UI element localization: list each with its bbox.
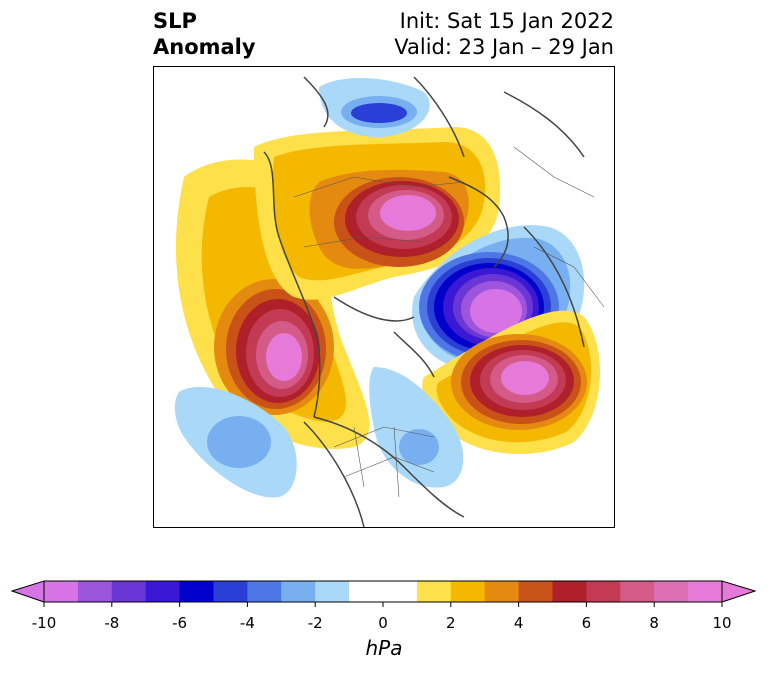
colorbar-segment xyxy=(145,581,181,602)
colorbar-segment xyxy=(552,581,587,602)
map-svg xyxy=(174,76,605,527)
colorbar-units: hPa xyxy=(365,636,403,660)
colorbar-segment xyxy=(383,581,418,602)
coastlines xyxy=(263,76,585,527)
colorbar-segment xyxy=(213,581,248,602)
map-title: SLP Anomaly xyxy=(153,8,256,60)
anomaly-arctic-low xyxy=(319,77,430,138)
colorbar-max-arrow xyxy=(721,580,757,603)
colorbar-tick-label: -4 xyxy=(239,614,255,632)
title-slp: SLP xyxy=(153,9,197,33)
colorbar-tick-label: 2 xyxy=(446,614,456,632)
anomaly-pacific-low xyxy=(174,386,297,498)
valid-range: Valid: 23 Jan – 29 Jan xyxy=(394,35,614,59)
map-subtitle: Init: Sat 15 Jan 2022 Valid: 23 Jan – 29… xyxy=(394,8,614,60)
colorbar-segment xyxy=(349,581,384,602)
colorbar-segment xyxy=(586,581,621,602)
colorbar-segment xyxy=(111,581,147,602)
colorbar-min-arrow xyxy=(10,580,45,603)
colorbar-ticks xyxy=(43,602,723,607)
colorbar-tick-label: -2 xyxy=(307,614,323,632)
colorbar-segment xyxy=(247,581,282,602)
colorbar-segment xyxy=(77,581,113,602)
colorbar-segment xyxy=(315,581,350,602)
colorbar-segment xyxy=(450,581,486,602)
political-borders xyxy=(293,146,605,498)
colorbar-segment xyxy=(179,581,214,602)
colorbar-tick-label: -6 xyxy=(172,614,188,632)
colorbar-segment xyxy=(416,581,452,602)
colorbar-segment xyxy=(654,581,689,602)
anomaly-map[interactable] xyxy=(153,66,615,528)
colorbar-tick-label: -8 xyxy=(104,614,120,632)
colorbar-tick-label: 10 xyxy=(712,614,732,632)
colorbar-tick-label: 8 xyxy=(649,614,659,632)
colorbar-segment xyxy=(688,581,723,602)
anomaly-siberia-high xyxy=(254,127,501,300)
colorbar-segment xyxy=(518,581,553,602)
colorbar-segments xyxy=(44,581,723,602)
colorbar-segment xyxy=(281,581,316,602)
colorbar xyxy=(10,580,757,607)
colorbar-tick-label: 4 xyxy=(513,614,524,632)
anomaly-atlantic-high xyxy=(422,310,601,454)
colorbar-segment xyxy=(44,581,79,602)
colorbar-segment xyxy=(484,581,520,602)
colorbar-segment xyxy=(620,581,655,602)
init-date: Init: Sat 15 Jan 2022 xyxy=(399,9,614,33)
colorbar-tick-label: 0 xyxy=(378,614,388,632)
title-anomaly: Anomaly xyxy=(153,35,256,59)
colorbar-tick-label: -10 xyxy=(31,614,57,632)
colorbar-tick-label: 6 xyxy=(581,614,592,632)
